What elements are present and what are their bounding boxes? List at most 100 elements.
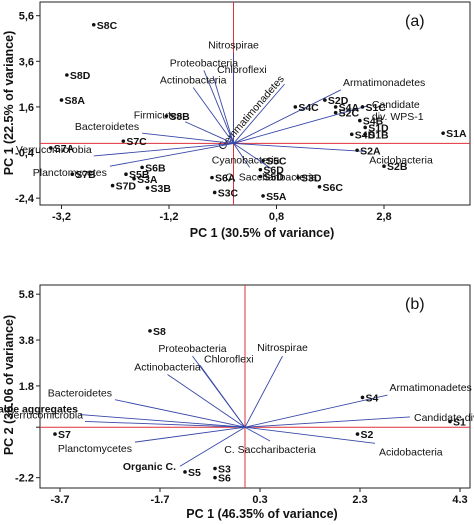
sample-label: S1D: [368, 122, 389, 134]
loading-vector: [142, 132, 234, 144]
sample-point: [148, 329, 152, 333]
panel-label-b: (b): [405, 296, 425, 313]
vector-label: Organic C.: [123, 461, 176, 473]
vector-label: Actinobacteria: [134, 361, 201, 373]
loading-vector: [233, 143, 272, 169]
loading-vector: [184, 121, 234, 144]
sample-point: [333, 105, 338, 109]
sample-point: [59, 98, 64, 102]
loading-vector: [203, 70, 234, 144]
sample-label: S4C: [298, 102, 319, 114]
sample-label: S5D: [263, 171, 284, 183]
sample-label: S6A: [215, 173, 236, 185]
sample-point: [124, 172, 128, 177]
sample-point: [360, 395, 365, 400]
sample-label: S8D: [70, 70, 91, 82]
loading-vector: [233, 142, 366, 152]
vector-label: Chloroflexi: [217, 64, 267, 76]
sample-point: [53, 432, 57, 436]
sample-label: S2A: [360, 145, 381, 157]
y-tick-label: 1.8: [19, 381, 34, 393]
y-tick-label: -2,4: [15, 193, 35, 205]
sample-point: [293, 105, 298, 109]
x-tick-label: 4.3: [452, 494, 467, 506]
sample-label: S1C: [366, 102, 387, 114]
sample-point: [363, 132, 367, 137]
x-axis-label-a: PC 1 (30.5% of variance): [190, 226, 335, 240]
sample-label: S5: [188, 467, 201, 479]
loading-vector: [244, 355, 283, 428]
vector-label: Firmicutes: [134, 110, 182, 122]
sample-label: S6B: [145, 162, 166, 174]
x-tick-label: 2,8: [376, 211, 391, 223]
loading-vector: [114, 399, 246, 428]
sample-point: [317, 184, 322, 189]
sample-label: S7B: [75, 169, 96, 181]
loading-vector: [244, 426, 376, 444]
sample-label: S4: [366, 392, 379, 404]
y-tick-label: 1,6: [19, 102, 34, 114]
sample-label: S8: [153, 326, 166, 338]
loading-vector: [179, 426, 246, 467]
loading-vector: [233, 143, 250, 168]
loading-vector: [233, 89, 342, 144]
sample-label: S8C: [97, 20, 118, 32]
sample-point: [212, 190, 217, 195]
vector-label: Candidate div. WPS-1: [414, 412, 474, 424]
panel-label-a: (a): [405, 13, 425, 30]
sample-label: S3D: [301, 173, 322, 185]
vector-label: Verrucomicrobia: [7, 409, 83, 421]
sample-point: [91, 23, 96, 27]
sample-point: [355, 432, 360, 436]
loading-vector: [244, 416, 411, 428]
sample-label: S8A: [65, 95, 86, 107]
sample-point: [70, 172, 75, 177]
sample-point: [164, 114, 169, 118]
sample-point: [261, 158, 265, 163]
vector-label: Water-stable aggregates: [0, 404, 78, 416]
sample-point: [360, 105, 365, 109]
vector-label: Actinobacteria: [160, 75, 227, 87]
x-tick-label: 0,8: [269, 211, 284, 223]
vector-label: Verrucomicrobia: [16, 144, 92, 156]
loading-vector: [244, 394, 388, 428]
vector-label: Proteobacteria: [158, 343, 226, 355]
vector-label: Candidate div. WPS-1: [372, 99, 424, 123]
sample-point: [140, 165, 144, 170]
plot-frame-a: [39, 1, 471, 206]
loading-vector: [109, 142, 234, 167]
y-axis-label-a: PC 1 (22.5% of variance): [2, 31, 16, 176]
sample-point: [65, 73, 69, 77]
loading-vector: [233, 105, 368, 144]
sample-label: S8B: [169, 111, 190, 123]
vector-label: Chloroflexi: [204, 353, 254, 365]
x-tick-label: -3,2: [52, 211, 71, 223]
vector-label: Bacteroidetes: [75, 121, 139, 133]
vector-label: Proteobacteria: [170, 57, 238, 69]
sample-label: S4B: [363, 116, 384, 128]
y-tick-label: 5.8: [19, 289, 34, 301]
sample-point: [213, 475, 217, 480]
sample-label: S6D: [263, 165, 284, 177]
sample-point: [363, 125, 367, 130]
sample-label: S1B: [368, 129, 389, 141]
vector-label-line: div. WPS-1: [372, 111, 424, 123]
sample-point: [110, 183, 115, 188]
loading-vector: [244, 426, 271, 442]
sample-label: S7: [58, 429, 71, 441]
loading-vector: [192, 87, 234, 144]
sample-point: [121, 139, 126, 143]
sample-point: [183, 470, 187, 474]
vector-label: Acidobacteria: [379, 446, 443, 458]
sample-label: S6: [218, 473, 231, 485]
sample-point: [258, 167, 263, 172]
sample-point: [296, 175, 300, 180]
sample-point: [349, 132, 354, 137]
sample-label: S2D: [328, 95, 349, 107]
sample-label: S2B: [387, 161, 408, 173]
y-tick-label: 3.8: [19, 335, 34, 347]
sample-label: S6C: [323, 182, 344, 194]
sample-point: [448, 419, 452, 424]
sample-label: S1A: [446, 128, 467, 140]
loading-vector: [79, 414, 246, 428]
